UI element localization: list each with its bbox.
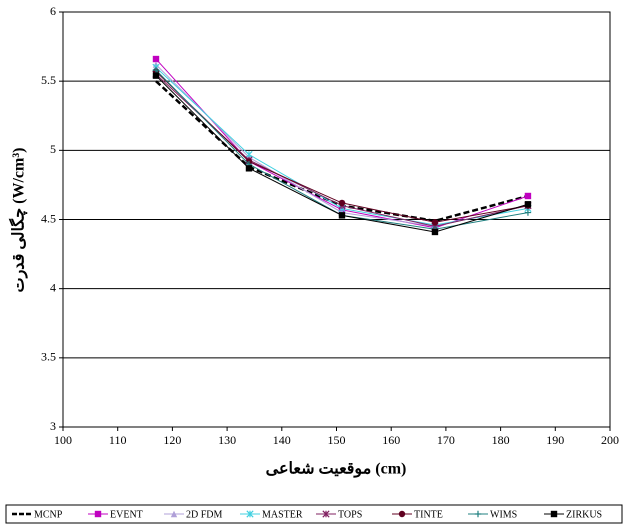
x-tick-label: 190 bbox=[546, 433, 564, 447]
x-tick-label: 100 bbox=[54, 433, 72, 447]
legend-box bbox=[5, 504, 623, 524]
legend-label: TINTE bbox=[414, 509, 443, 520]
marker bbox=[524, 201, 532, 208]
x-tick-label: 160 bbox=[382, 433, 400, 447]
marker bbox=[152, 55, 160, 63]
marker bbox=[550, 510, 558, 518]
marker bbox=[322, 510, 330, 518]
marker bbox=[246, 510, 254, 518]
y-axis-label: چگالی قدرت (W/cm³) bbox=[9, 148, 29, 293]
x-tick-label: 170 bbox=[437, 433, 455, 447]
marker bbox=[152, 72, 160, 79]
legend-label: MCNP bbox=[34, 509, 63, 520]
marker bbox=[170, 510, 178, 518]
marker bbox=[431, 228, 439, 236]
marker bbox=[338, 199, 346, 207]
legend-label: TOPS bbox=[338, 509, 362, 520]
legend-label: WIMS bbox=[490, 509, 517, 520]
marker bbox=[245, 165, 253, 172]
marker bbox=[338, 212, 346, 219]
marker bbox=[94, 510, 102, 518]
y-tick-label: 4 bbox=[50, 280, 56, 294]
legend-label: EVENT bbox=[110, 509, 143, 520]
marker bbox=[524, 192, 532, 200]
marker bbox=[398, 510, 406, 518]
marker bbox=[474, 510, 482, 518]
marker bbox=[431, 219, 439, 226]
x-tick-label: 120 bbox=[163, 433, 181, 447]
marker bbox=[245, 150, 253, 159]
x-axis-label: موقعیت شعاعی (cm) bbox=[266, 461, 407, 479]
y-tick-label: 5 bbox=[50, 142, 56, 156]
y-tick-label: 3 bbox=[50, 419, 56, 433]
x-tick-label: 140 bbox=[273, 433, 291, 447]
x-tick-label: 200 bbox=[601, 433, 619, 447]
y-tick-label: 6 bbox=[50, 4, 56, 18]
marker bbox=[524, 209, 532, 216]
legend-label: 2D FDM bbox=[186, 509, 223, 520]
x-tick-label: 180 bbox=[492, 433, 510, 447]
legend-label: ZIRKUS bbox=[566, 509, 602, 520]
x-tick-label: 130 bbox=[218, 433, 236, 447]
marker bbox=[152, 66, 160, 74]
y-tick-label: 5.5 bbox=[41, 73, 56, 87]
x-tick-label: 150 bbox=[328, 433, 346, 447]
x-tick-label: 110 bbox=[109, 433, 127, 447]
series-line bbox=[155, 71, 529, 223]
y-tick-label: 3.5 bbox=[41, 350, 56, 364]
legend-label: MASTER bbox=[262, 509, 303, 520]
y-tick-label: 4.5 bbox=[41, 211, 56, 225]
